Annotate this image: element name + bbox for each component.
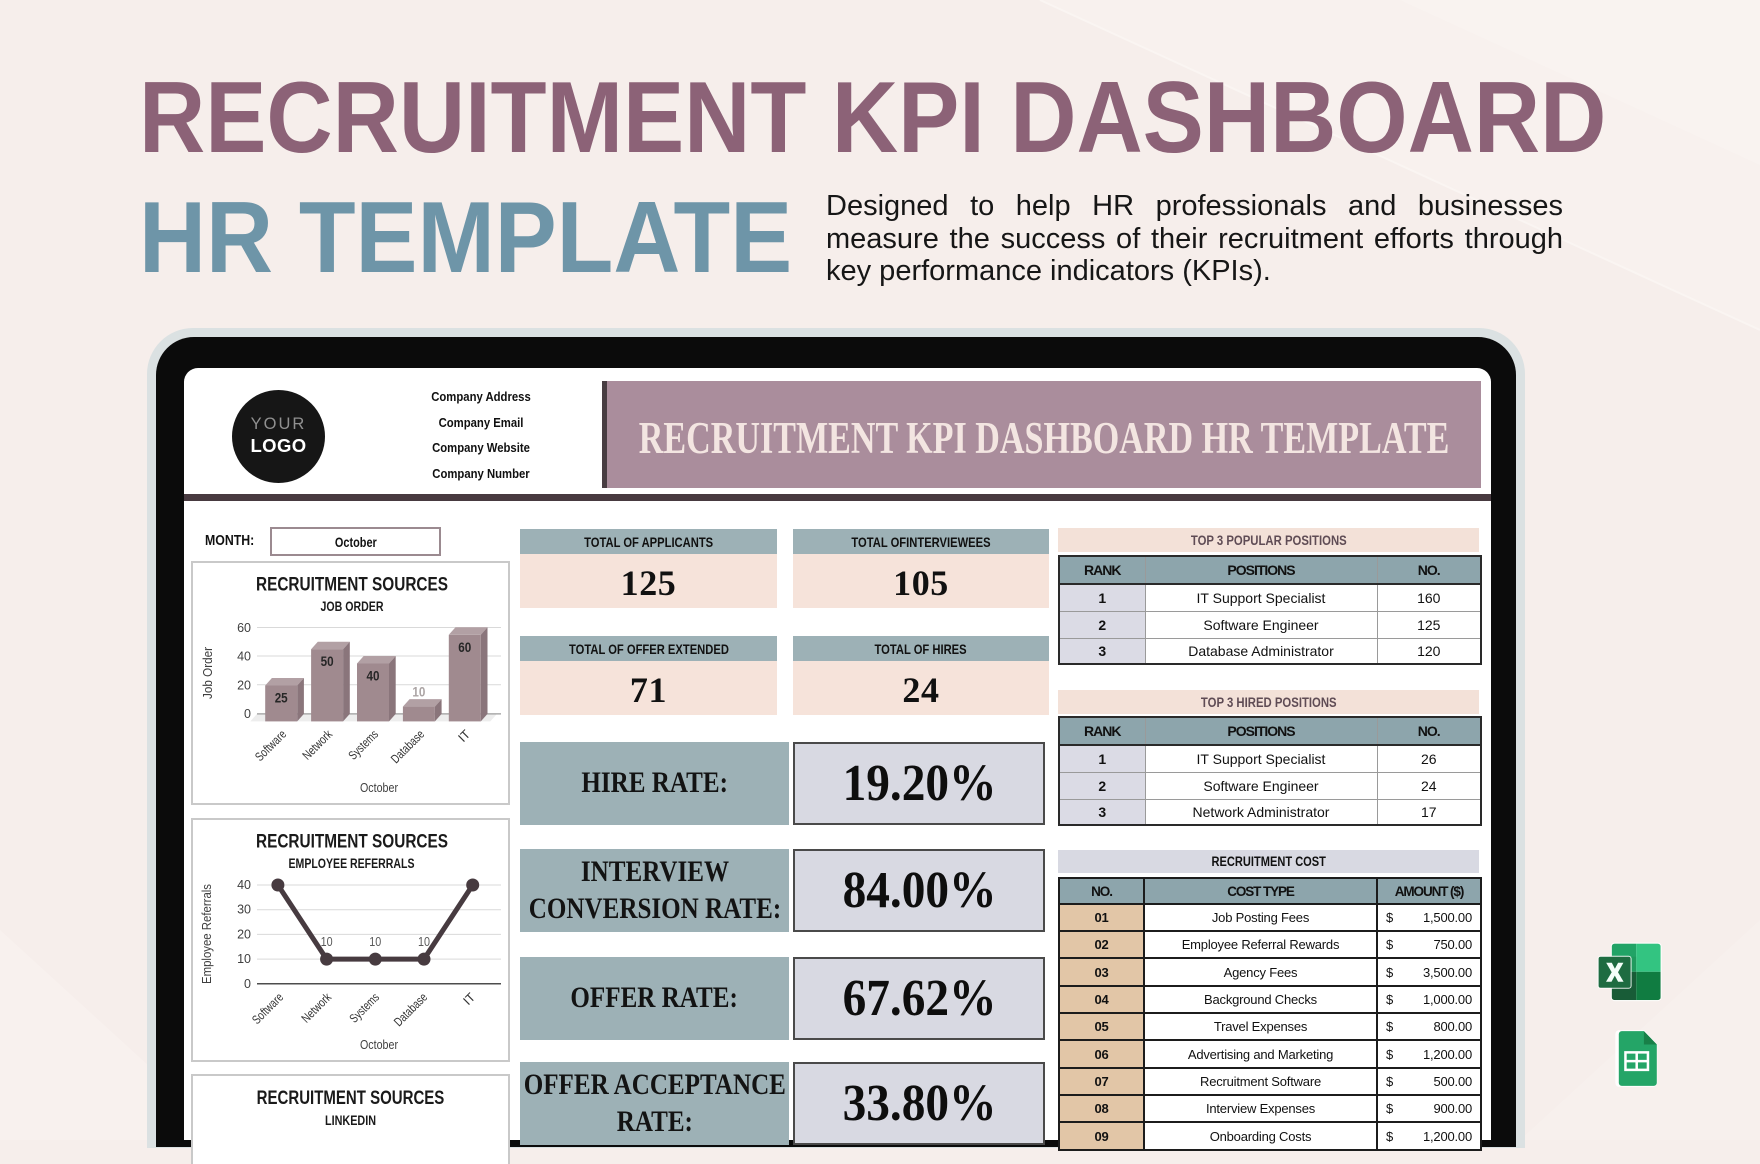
svg-text:EMPLOYEE REFERRALS: EMPLOYEE REFERRALS [289, 856, 415, 871]
svg-text:Software: Software [249, 990, 286, 1027]
svg-text:0: 0 [244, 707, 251, 721]
svg-text:10: 10 [321, 934, 333, 949]
svg-text:October: October [360, 1038, 398, 1052]
svg-text:Employee Referrals: Employee Referrals [199, 884, 214, 984]
svg-text:RECRUITMENT SOURCES: RECRUITMENT SOURCES [256, 575, 448, 596]
svg-text:30: 30 [237, 903, 251, 917]
svg-text:Systems: Systems [346, 727, 381, 762]
svg-text:Systems: Systems [347, 990, 382, 1025]
svg-text:IT: IT [455, 727, 473, 745]
svg-text:40: 40 [237, 878, 251, 892]
svg-text:Software: Software [252, 727, 289, 764]
svg-text:10: 10 [369, 934, 381, 949]
svg-text:Database: Database [391, 990, 430, 1029]
svg-text:50: 50 [321, 653, 334, 669]
svg-text:Network: Network [300, 727, 336, 763]
svg-text:October: October [360, 781, 398, 795]
svg-text:0: 0 [244, 977, 251, 991]
svg-text:60: 60 [458, 639, 471, 655]
svg-text:60: 60 [237, 621, 251, 635]
svg-text:RECRUITMENT SOURCES: RECRUITMENT SOURCES [256, 832, 448, 853]
svg-text:JOB ORDER: JOB ORDER [321, 599, 384, 614]
svg-text:Job Order: Job Order [200, 646, 215, 699]
svg-text:40: 40 [367, 668, 380, 684]
svg-text:Network: Network [299, 990, 335, 1026]
svg-text:Database: Database [388, 727, 427, 766]
svg-text:20: 20 [237, 927, 251, 941]
svg-text:20: 20 [237, 678, 251, 692]
svg-text:25: 25 [275, 690, 288, 706]
svg-text:40: 40 [237, 650, 251, 664]
svg-text:10: 10 [412, 684, 425, 700]
svg-text:IT: IT [460, 990, 478, 1008]
svg-text:10: 10 [418, 934, 430, 949]
svg-text:10: 10 [237, 952, 251, 966]
